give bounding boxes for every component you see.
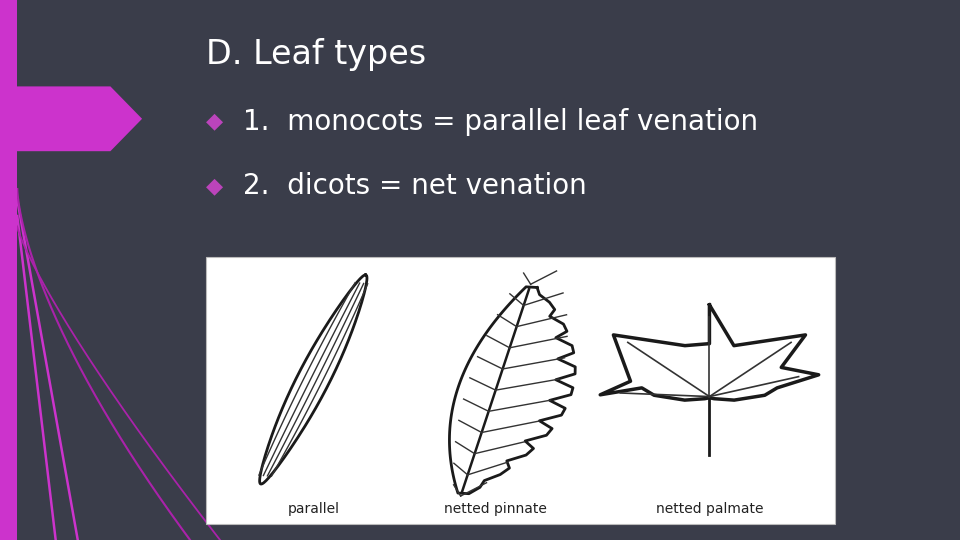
Polygon shape	[259, 275, 367, 484]
Text: D. Leaf types: D. Leaf types	[206, 38, 426, 71]
Bar	[0, 0, 17, 540]
Polygon shape	[0, 86, 142, 151]
Polygon shape	[449, 287, 575, 494]
FancyBboxPatch shape	[206, 256, 835, 524]
Polygon shape	[600, 305, 819, 400]
Text: 1.  monocots = parallel leaf venation: 1. monocots = parallel leaf venation	[243, 107, 758, 136]
Text: 2.  dicots = net venation: 2. dicots = net venation	[243, 172, 587, 200]
Text: netted pinnate: netted pinnate	[444, 502, 547, 516]
Text: parallel: parallel	[287, 502, 339, 516]
Text: ◆: ◆	[206, 176, 224, 197]
Text: netted palmate: netted palmate	[656, 502, 763, 516]
Text: ◆: ◆	[206, 111, 224, 132]
